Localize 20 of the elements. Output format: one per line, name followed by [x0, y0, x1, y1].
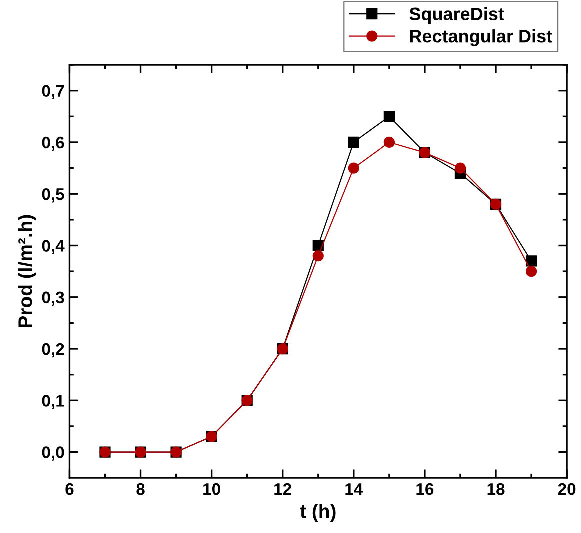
legend-label: SquareDist [410, 7, 504, 24]
x-tick-label: 10 [204, 483, 220, 496]
y-tick-label: 0,0 [42, 446, 64, 461]
y-tick-label: 0,1 [42, 395, 64, 410]
x-tick-label: 16 [416, 483, 434, 496]
y-tick-label: 0,5 [42, 188, 64, 203]
x-tick-label: 12 [274, 483, 292, 496]
legend-label: Rectangular Dist [410, 30, 552, 46]
y-tick-label: 0,7 [42, 85, 64, 100]
x-axis-title: t (h) [300, 504, 336, 522]
x-tick-label: 8 [136, 483, 145, 496]
y-tick-label: 0,2 [42, 343, 64, 358]
y-axis-title: Prod (l/m².h) [18, 215, 36, 328]
x-tick-label: 6 [66, 483, 74, 496]
y-tick-label: 0,3 [42, 292, 64, 306]
y-tick-label: 0,6 [42, 136, 64, 152]
x-tick-label: 18 [488, 483, 505, 496]
x-tick-label: 20 [558, 483, 576, 496]
y-tick-label: 0,4 [42, 240, 65, 254]
x-tick-label: 14 [346, 484, 364, 496]
